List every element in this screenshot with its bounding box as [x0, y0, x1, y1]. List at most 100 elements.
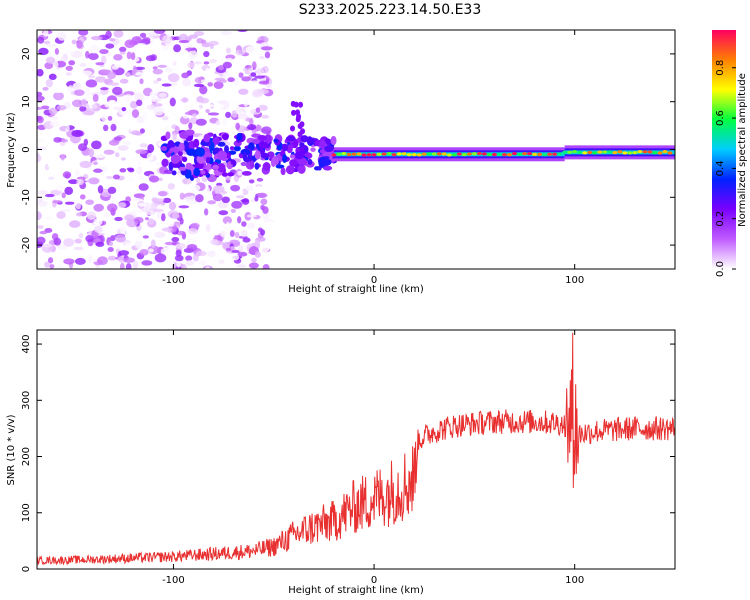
spectrogram-cell [198, 260, 207, 266]
spectrogram-cell [261, 114, 270, 119]
spectrogram-cell [225, 111, 232, 119]
spectrogram-cell [297, 131, 303, 138]
spectrogram-cell [282, 153, 287, 164]
line-point [562, 150, 568, 154]
spectrogram-cell [95, 241, 105, 247]
spectrogram-cell [37, 236, 46, 245]
spectrogram-cell [245, 65, 252, 69]
spectrogram-cell [44, 62, 53, 70]
spectrogram-cell [37, 91, 43, 97]
spectrogram-cell [152, 66, 158, 70]
spectrogram-cell [237, 251, 248, 257]
spectrogram-cell [304, 146, 309, 153]
spectrogram-cell [135, 71, 144, 76]
spectrogram-cell [117, 145, 129, 151]
spectrogram-cell [218, 64, 225, 71]
spectrogram-cell [247, 123, 257, 131]
spectrogram-cell [37, 153, 41, 162]
spectrogram-cell [53, 237, 62, 246]
line-point [647, 150, 653, 154]
spectrogram-cell [45, 56, 56, 64]
spectrogram-cell [260, 244, 270, 253]
spectrogram-cell [242, 152, 248, 162]
spectrogram-cell [101, 55, 107, 65]
spectrogram-cell [65, 65, 73, 71]
line-point [456, 152, 462, 156]
spectrogram-cell [198, 104, 204, 109]
spectrogram-cell [237, 113, 248, 120]
spectrogram-cell [153, 106, 165, 116]
spectrogram-cell [162, 35, 173, 45]
spectrogram-cell [236, 264, 247, 268]
spectrogram-cell [213, 81, 224, 90]
spectrogram-cell [48, 97, 53, 105]
spectrogram-cell [254, 195, 259, 202]
line-point [371, 153, 377, 157]
spectrogram-cell [254, 239, 261, 248]
spectrogram-cell [131, 130, 141, 136]
y-tick-label: 300 [21, 391, 32, 410]
spectrogram-cell [298, 101, 304, 108]
spectrogram-cell [91, 104, 98, 109]
spectrogram-cell [62, 50, 74, 55]
line-point [662, 150, 668, 154]
spectrogram-cell [209, 43, 214, 50]
spectrogram-cell [229, 101, 240, 107]
spectrogram-cell [134, 208, 141, 213]
spectrogram-cell [207, 250, 216, 258]
spectrogram-cell [257, 227, 263, 233]
spectrogram-cell [82, 110, 95, 116]
spectrogram-cell [131, 109, 140, 118]
spectrogram-cell [227, 36, 233, 43]
spectrogram-cell [171, 67, 183, 75]
spectrogram-cell [103, 124, 109, 132]
spectrogram-cell [273, 138, 279, 143]
spectrogram-cell [107, 186, 117, 194]
spectrogram-cell [258, 141, 268, 149]
spectrogram-cell [235, 122, 240, 131]
spectrogram-cell [270, 157, 276, 168]
spectrogram-cell [50, 120, 61, 127]
spectrogram-cell [42, 86, 49, 91]
spectrogram-cell [88, 148, 95, 158]
spectrogram-cell [85, 235, 94, 243]
line-point [657, 151, 663, 155]
line-point [361, 153, 367, 157]
line-point [331, 153, 337, 157]
spectrogram-cell [109, 38, 116, 42]
spectrogram-cell [132, 198, 144, 202]
spectrogram-cell [184, 111, 195, 116]
spectrogram-cell [63, 258, 75, 265]
spectrogram-cell [231, 249, 242, 253]
spectrogram-cell [107, 82, 120, 86]
spectrogram-cell [319, 139, 326, 149]
spectrogram-cell [80, 70, 93, 76]
spectrogram-cell [218, 210, 229, 216]
line-point [637, 150, 643, 154]
spectrogram-cell [107, 255, 117, 261]
spectrogram-cell [207, 200, 217, 205]
spectrogram-cell [149, 90, 161, 100]
line-point [491, 152, 497, 157]
line-point [547, 152, 553, 156]
line-point [642, 150, 648, 154]
spectrogram-cell [225, 47, 231, 54]
spectrogram-cell [65, 72, 72, 76]
spectrogram-cell [120, 157, 126, 161]
spectrogram-cell [209, 59, 218, 63]
spectrogram-cell [209, 124, 220, 129]
spectrogram-cell [256, 177, 264, 182]
spectrogram-cell [71, 129, 83, 138]
spectrogram-cell [136, 166, 143, 175]
spectrogram-cell [154, 253, 167, 263]
spectrogram-cell [79, 160, 92, 169]
spectrogram-cell [126, 51, 132, 60]
spectrogram-cell [59, 208, 71, 213]
spectrogram-cell [297, 164, 306, 174]
line-point [517, 152, 523, 156]
spectrogram-cell [113, 30, 124, 38]
line-point [592, 151, 598, 155]
spectrogram-cell [171, 170, 177, 176]
line-point [486, 152, 492, 157]
spectrogram-cell [98, 250, 106, 256]
